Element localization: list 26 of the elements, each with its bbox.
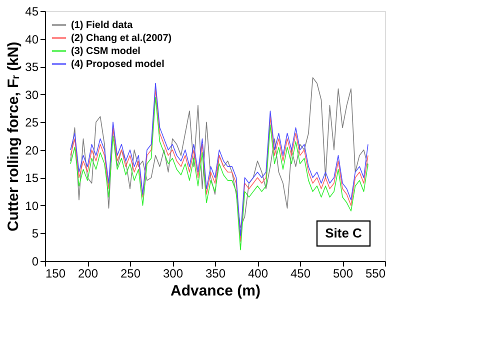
x-tick-label: 450: [290, 266, 311, 280]
x-tick-label: 250: [120, 266, 141, 280]
y-tick-label: 25: [25, 116, 39, 130]
annotation: Site C: [325, 226, 363, 240]
legend-label: (3) CSM model: [71, 46, 141, 57]
x-tick-label: 400: [248, 266, 268, 280]
y-tick-label: 0: [32, 254, 39, 268]
y-tick-label: 30: [25, 88, 39, 102]
y-axis-title: Cutter rolling force, Fᵣ (kN): [5, 42, 22, 232]
x-tick-label: 550: [365, 266, 386, 280]
y-tick-label: 45: [25, 4, 39, 18]
x-tick-label: 150: [46, 266, 66, 280]
legend-label: (1) Field data: [71, 20, 134, 31]
x-tick-label: 500: [332, 266, 354, 280]
y-tick-label: 15: [25, 171, 39, 186]
x-tick-label: 350: [205, 266, 226, 280]
y-tick-label: 10: [25, 198, 39, 213]
x-tick-label: 300: [162, 266, 184, 280]
legend-label: (4) Proposed model: [71, 59, 165, 70]
y-tick-label: 20: [25, 143, 39, 158]
x-axis-title: Advance (m): [170, 282, 261, 300]
y-tick-label: 40: [25, 32, 39, 46]
y-tick-label: 5: [32, 226, 39, 241]
x-tick-label: 200: [78, 266, 98, 280]
legend-label: (2) Chang et al.(2007): [71, 33, 172, 44]
y-tick-label: 35: [25, 60, 39, 74]
